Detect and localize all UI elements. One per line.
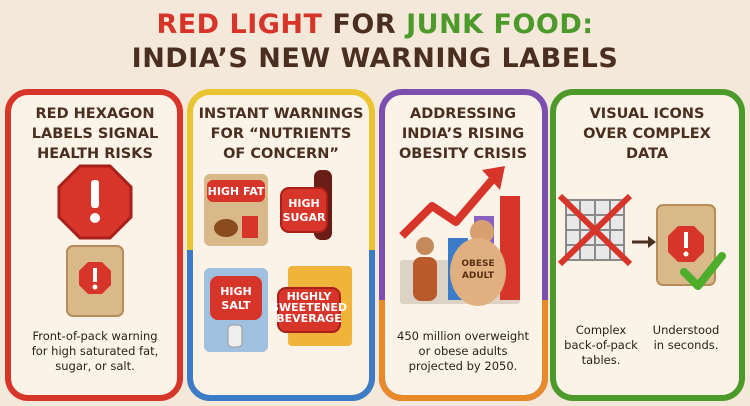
exclamation — [91, 180, 99, 208]
exclamation — [92, 284, 98, 290]
check-mark — [680, 252, 726, 290]
panel-heading: VISUAL ICONS — [590, 106, 705, 122]
person — [470, 220, 494, 244]
panel-border — [379, 300, 548, 401]
figure-label: OBESE — [461, 259, 494, 269]
warning-text: HIGH FAT — [208, 185, 265, 198]
panel-heading: OBESITY CRISIS — [399, 146, 527, 162]
trend-arrow-head — [482, 166, 505, 190]
exclamation — [684, 232, 688, 248]
panel-heading: RED HEXAGON — [36, 106, 155, 122]
title-line: RED LIGHT FOR JUNK FOOD: — [0, 8, 750, 42]
panel-heading: INDIA’S RISING — [402, 126, 524, 142]
panel-heading: ADDRESSING — [410, 106, 516, 122]
person — [413, 257, 437, 301]
caption: for high saturated fat, — [32, 344, 159, 358]
arrow — [648, 236, 656, 248]
warning-text: HIGH — [220, 285, 252, 298]
caption: Understood — [653, 323, 720, 337]
fries — [242, 216, 258, 238]
caption: or obese adults — [419, 344, 508, 358]
title-part: RED LIGHT — [156, 9, 323, 40]
caption: tables. — [582, 353, 621, 367]
caption: in seconds. — [654, 338, 719, 352]
panel-heading: HEALTH RISKS — [37, 146, 153, 162]
panel-border — [187, 250, 375, 401]
warning-label — [280, 187, 328, 233]
panel-heading: LABELS SIGNAL — [32, 126, 159, 142]
warning-text: SALT — [221, 299, 251, 312]
caption: 450 million overweight — [397, 329, 529, 343]
burger — [214, 219, 238, 237]
trend-arrow — [399, 177, 496, 239]
warning-text: HIGH — [288, 197, 320, 210]
warning-text: HIGHLY — [287, 290, 333, 303]
warning-label — [277, 287, 341, 333]
person — [416, 237, 434, 255]
exclamation — [90, 213, 100, 223]
panel-heading: INSTANT WARNINGS — [199, 106, 364, 122]
exclamation — [93, 268, 97, 282]
panel — [550, 89, 745, 401]
panel-heading: FOR “NUTRIENTS — [211, 126, 352, 142]
caption: back-of-pack — [564, 338, 638, 352]
warning-label — [210, 276, 262, 320]
caption: projected by 2050. — [409, 359, 518, 373]
warning-text: BEVERAGE — [276, 312, 341, 325]
panel-heading: OVER COMPLEX — [583, 126, 711, 142]
title-line: INDIA’S NEW WARNING LABELS — [131, 43, 619, 74]
salt-shaker — [227, 324, 243, 348]
panel-heading: OF CONCERN” — [223, 146, 339, 162]
cross — [557, 193, 633, 267]
title-part: FOR — [332, 9, 397, 40]
title: RED LIGHT FOR JUNK FOOD: INDIA’S NEW WARNI… — [0, 8, 750, 76]
warning-text: SWEETENED — [271, 301, 347, 314]
exclamation — [683, 251, 689, 257]
figure-label: ADULT — [462, 271, 495, 281]
caption: sugar, or salt. — [55, 359, 134, 373]
obese-adult — [450, 238, 506, 306]
warning-text: SUGAR — [283, 211, 326, 224]
warning-label — [207, 180, 265, 202]
title-part: JUNK FOOD: — [406, 9, 594, 40]
caption: Complex — [576, 323, 627, 337]
panel-heading: DATA — [626, 146, 669, 162]
caption: Front-of-pack warning — [32, 329, 157, 343]
